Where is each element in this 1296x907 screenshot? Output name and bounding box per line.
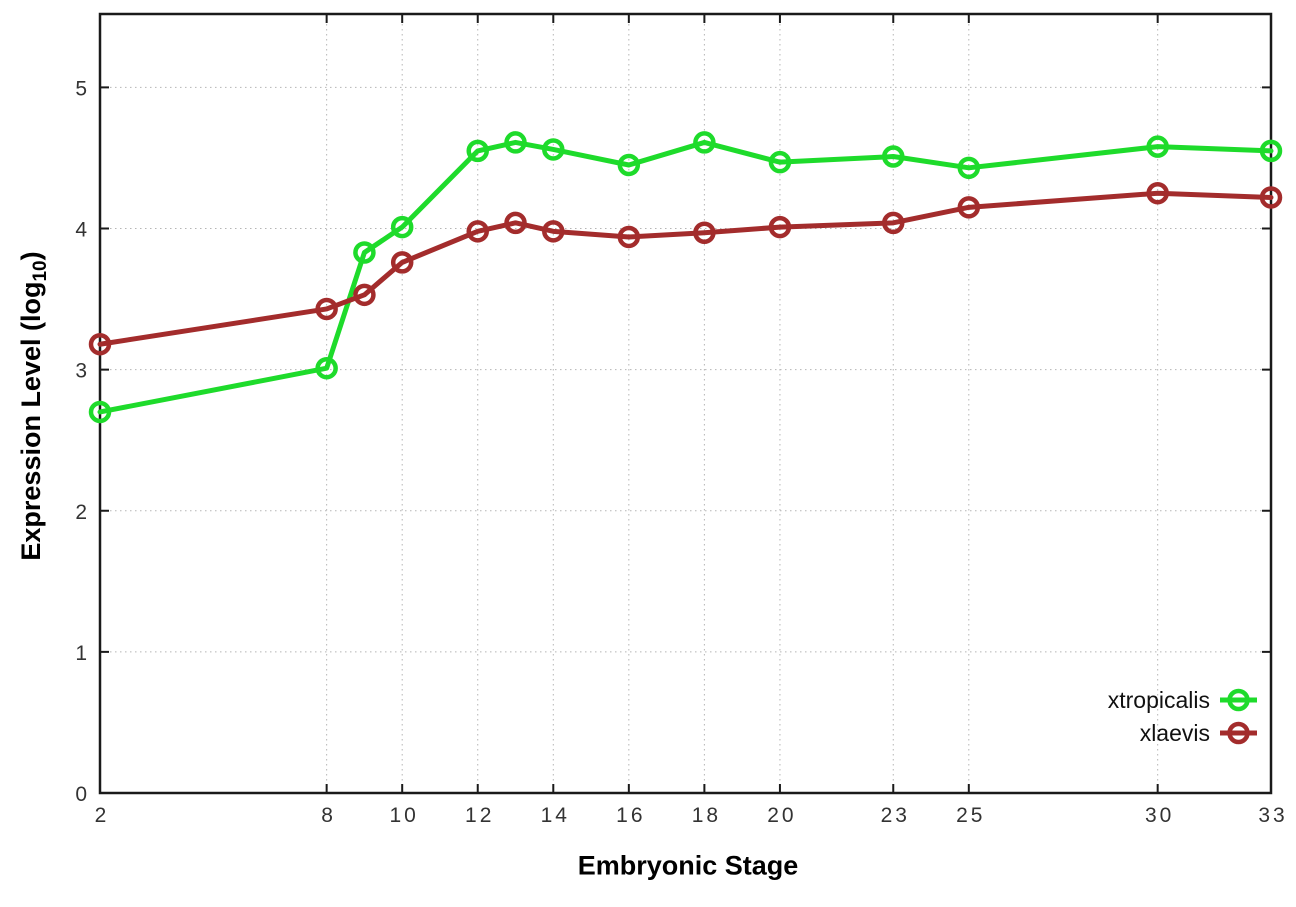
legend-sample-point — [1227, 721, 1250, 745]
legend: xtropicalis xlaevis — [1108, 687, 1257, 746]
y-axis-title-text: Expression Level (log — [15, 281, 46, 561]
data-point-xlaevis — [542, 220, 565, 243]
legend-label-xlaevis: xlaevis — [1140, 720, 1210, 746]
data-point-xlaevis — [1259, 186, 1283, 209]
y-tick-label: 2 — [75, 501, 90, 524]
x-tick-label: 12 — [465, 804, 494, 827]
y-tick-label: 3 — [75, 360, 90, 383]
data-point-xlaevis — [353, 283, 376, 307]
y-axis-title-suffix: ) — [15, 251, 46, 261]
x-axis-title: Embryonic Stage — [577, 850, 799, 881]
data-point-xlaevis — [768, 215, 792, 239]
legend-label-xtropicalis: xtropicalis — [1108, 687, 1210, 713]
y-tick-label: 4 — [75, 219, 90, 242]
legend-sample-point — [1227, 688, 1250, 712]
x-tick-label: 2 — [95, 804, 110, 827]
legend-item-xtropicalis: xtropicalis — [1108, 687, 1257, 713]
data-point-xlaevis — [504, 211, 527, 235]
data-point-xlaevis — [315, 297, 338, 321]
x-tick-label: 18 — [692, 804, 721, 827]
y-axis-title: Expression Level (log10) — [16, 251, 52, 560]
legend-marker-xlaevis — [1220, 721, 1257, 745]
data-point-xtropicalis — [88, 400, 112, 424]
data-point-xtropicalis — [882, 145, 905, 168]
x-tick-label: 14 — [541, 804, 570, 827]
series-xlaevis — [88, 181, 1283, 356]
y-axis-title-subscript: 10 — [30, 260, 52, 282]
data-point-xtropicalis — [504, 131, 527, 154]
data-point-xlaevis — [693, 221, 716, 244]
data-point-xlaevis — [617, 225, 641, 249]
data-point-xlaevis — [1146, 181, 1169, 205]
data-point-xtropicalis — [1259, 139, 1283, 163]
y-tick-label: 1 — [75, 642, 90, 665]
data-point-xtropicalis — [693, 131, 716, 154]
data-point-xlaevis — [957, 196, 981, 219]
data-point-xlaevis — [466, 220, 489, 243]
data-point-xtropicalis — [542, 138, 565, 161]
x-tick-label: 16 — [616, 804, 645, 827]
series-line-xtropicalis — [97, 139, 1274, 415]
x-tick-label: 8 — [321, 804, 336, 827]
data-point-xtropicalis — [315, 356, 338, 380]
series-line-xlaevis — [97, 190, 1274, 347]
x-tick-label: 10 — [390, 804, 419, 827]
data-point-xlaevis — [88, 332, 112, 356]
x-tick-label: 25 — [956, 804, 985, 827]
data-point-xtropicalis — [353, 241, 376, 264]
data-point-xtropicalis — [957, 156, 981, 180]
legend-marker-xtropicalis — [1220, 688, 1257, 712]
x-tick-label: 23 — [881, 804, 910, 827]
y-tick-label: 0 — [75, 783, 90, 806]
series-xtropicalis — [88, 131, 1283, 424]
y-tick-label: 5 — [75, 77, 90, 100]
data-point-xlaevis — [390, 251, 414, 274]
x-tick-label: 33 — [1258, 804, 1287, 827]
data-point-xtropicalis — [617, 153, 641, 177]
data-point-xtropicalis — [390, 215, 414, 239]
data-point-xtropicalis — [1146, 135, 1169, 158]
data-point-xtropicalis — [466, 139, 489, 163]
data-point-xlaevis — [882, 211, 905, 235]
gridlines — [100, 14, 1271, 793]
data-point-xtropicalis — [768, 150, 792, 174]
legend-item-xlaevis: xlaevis — [1140, 720, 1257, 746]
tick-marks — [99, 14, 1272, 794]
plot-border — [98, 12, 1273, 795]
x-tick-label: 30 — [1145, 804, 1174, 827]
x-tick-label: 20 — [767, 804, 796, 827]
